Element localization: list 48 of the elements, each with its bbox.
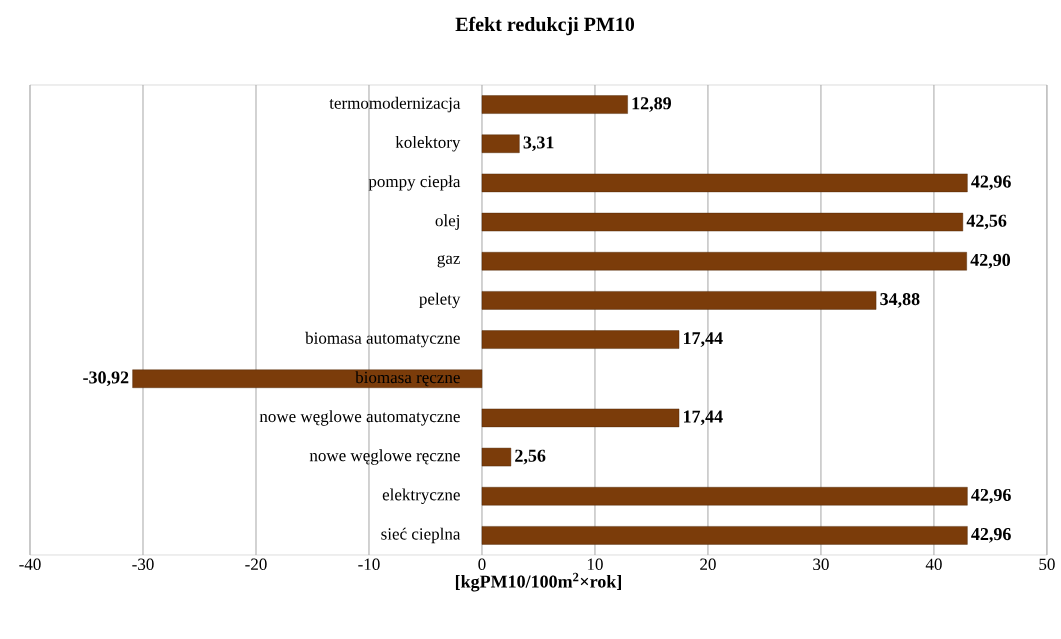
data-label: 42,56 [966,214,1007,230]
bar [481,212,964,232]
data-label: 12,89 [632,97,672,112]
y-tick-label: olej [435,214,459,230]
x-tick-label: -10 [358,558,380,570]
x-tick-label: -30 [132,558,154,570]
bar [481,526,968,545]
bar [481,291,877,310]
data-label: -30,92 [83,371,129,387]
bar [481,408,680,428]
x-tick-label: 0 [478,558,486,570]
y-tick-label: biomasa ręczne [355,371,460,387]
x-tick-label: 40 [925,558,942,570]
bar [132,369,483,388]
bar [481,487,968,506]
data-label: 3,31 [523,136,554,152]
chart-title: Efekt redukcji PM10 [455,16,635,36]
data-label: 2,56 [515,449,546,465]
data-label: 42,96 [971,528,1011,543]
data-label: 42,90 [970,253,1011,269]
y-tick-label: termomodernizacja [329,96,461,113]
x-tick-label: 10 [587,558,603,570]
x-tick-label: -40 [19,558,41,570]
y-tick-label: nowe węglowe ręczne [309,449,460,465]
data-label: 42,96 [971,175,1011,191]
data-label: 17,44 [684,332,723,347]
bar [481,95,628,114]
y-tick-label: nowe węglowe automatyczne [259,410,460,426]
bar [481,252,967,271]
data-label: 42,96 [971,488,1011,504]
x-axis-title: [kgPM10/100m$^{2}$×rok] [455,572,621,592]
y-tick-label: elektryczne [382,488,460,504]
y-tick-label: pompy ciepła [368,175,461,191]
data-label: 17,44 [684,410,723,426]
y-tick-label: kolektory [395,136,461,152]
x-tick-label: -20 [245,558,267,570]
x-tick-label: 30 [813,558,829,570]
data-label: 34,88 [880,293,920,308]
bar [481,134,520,153]
y-tick-label: pelety [419,292,461,309]
y-tick-label: biomasa automatyczne [305,331,460,348]
bar [481,447,512,467]
x-tick-label: 20 [700,558,716,570]
bar [481,173,968,193]
bar [481,330,680,349]
y-tick-label: gaz [437,255,460,268]
y-tick-label: sieć cieplna [381,527,461,544]
x-tick-label: 50 [1039,558,1055,570]
